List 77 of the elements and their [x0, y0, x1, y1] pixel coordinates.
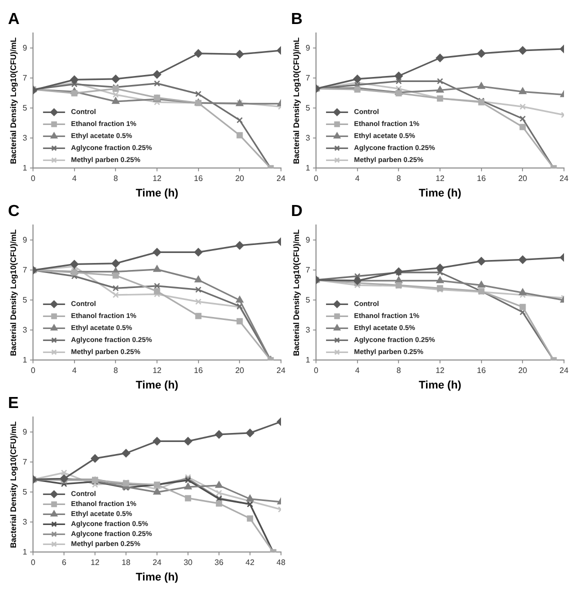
y-tick-label: 5 [306, 295, 311, 304]
y-tick-label: 3 [306, 325, 311, 334]
y-tick-label: 3 [22, 133, 28, 142]
x-axis-title: Time (h) [136, 187, 179, 200]
x-tick-label: 8 [113, 366, 118, 376]
x-tick-label: 0 [30, 174, 36, 184]
x-tick-label: 4 [355, 174, 360, 184]
x-tick-label: 8 [396, 174, 402, 184]
x-tick-label: 20 [518, 174, 528, 184]
x-tick-label: 12 [436, 366, 446, 376]
chart-title: A [8, 11, 20, 28]
y-tick-label: 7 [22, 265, 28, 274]
x-tick-label: 48 [276, 558, 286, 568]
x-tick-label: 4 [355, 366, 360, 376]
y-tick-label: 5 [22, 295, 28, 304]
y-tick-label: 7 [22, 457, 28, 466]
y-axis-title: Bacterial Density Log10(CFU)/mL [292, 37, 302, 164]
x-tick-label: 0 [30, 366, 36, 376]
x-tick-label: 24 [276, 366, 286, 376]
y-tick-label: 3 [22, 325, 28, 334]
y-tick-label: 5 [22, 103, 28, 112]
y-tick-label: 9 [306, 43, 311, 52]
x-tick-label: 16 [194, 174, 204, 184]
x-axis-title: Time (h) [418, 379, 462, 392]
x-tick-label: 18 [122, 558, 132, 568]
x-tick-label: 24 [276, 174, 286, 184]
y-tick-label: 1 [22, 547, 28, 556]
x-tick-label: 24 [560, 174, 569, 184]
y-tick-label: 9 [22, 427, 28, 436]
y-tick-label: 1 [22, 355, 28, 364]
x-tick-label: 30 [184, 558, 194, 568]
y-tick-label: 3 [306, 133, 311, 142]
y-tick-label: 9 [306, 235, 311, 244]
y-tick-label: 7 [306, 73, 311, 82]
y-axis-title: Bacterial Density Log10(CFU)/mL [9, 421, 18, 548]
y-axis-title: Bacterial Density Log10(CFU)/mL [9, 229, 18, 356]
y-tick-label: 7 [306, 265, 311, 274]
y-axis-title: Bacterial Density Log10(CFU)/mL [9, 37, 18, 164]
x-tick-label: 12 [152, 174, 162, 184]
x-tick-label: 4 [72, 366, 78, 376]
chart-title: C [8, 203, 20, 220]
x-tick-label: 16 [476, 174, 486, 184]
x-tick-label: 8 [113, 174, 118, 184]
x-tick-label: 16 [476, 366, 486, 376]
x-tick-label: 16 [194, 366, 204, 376]
x-tick-label: 0 [314, 366, 319, 376]
y-tick-label: 1 [22, 163, 28, 172]
x-tick-label: 20 [235, 366, 245, 376]
y-tick-label: 1 [306, 163, 311, 172]
x-tick-label: 12 [90, 558, 100, 568]
x-tick-label: 24 [560, 366, 569, 376]
x-tick-label: 8 [396, 366, 402, 376]
x-axis-title: Time (h) [136, 571, 179, 584]
y-tick-label: 5 [22, 487, 28, 496]
y-tick-label: 3 [22, 517, 28, 526]
y-tick-label: 9 [22, 235, 28, 244]
y-tick-label: 9 [22, 43, 28, 52]
x-tick-label: 6 [62, 558, 67, 568]
x-tick-label: 20 [518, 366, 528, 376]
x-tick-label: 36 [214, 558, 224, 568]
x-tick-label: 42 [246, 558, 255, 568]
y-tick-label: 7 [22, 73, 28, 82]
x-tick-label: 0 [30, 558, 36, 568]
y-tick-label: 5 [306, 103, 311, 112]
chart-title: B [291, 11, 303, 28]
y-axis-title: Bacterial Density Log10(CFU)/mL [292, 229, 302, 356]
x-tick-label: 0 [314, 174, 319, 184]
x-tick-label: 24 [152, 558, 162, 568]
x-axis-title: Time (h) [136, 379, 179, 392]
x-tick-label: 20 [235, 174, 245, 184]
x-tick-label: 4 [72, 174, 78, 184]
y-tick-label: 1 [306, 355, 311, 364]
x-tick-label: 12 [436, 174, 446, 184]
x-tick-label: 12 [152, 366, 162, 376]
x-axis-title: Time (h) [418, 187, 462, 200]
chart-title: D [291, 203, 303, 220]
chart-title: E [8, 395, 19, 412]
